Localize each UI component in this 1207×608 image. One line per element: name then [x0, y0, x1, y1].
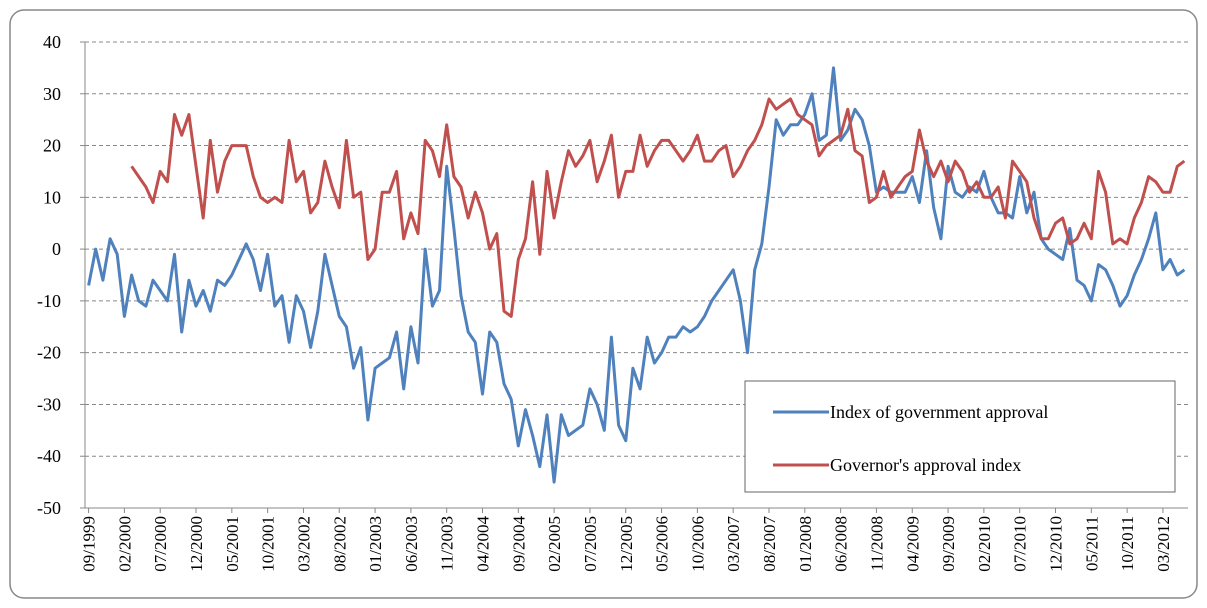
x-tick-label: 10/2011 — [1118, 516, 1137, 571]
x-tick-label: 03/2012 — [1154, 516, 1173, 572]
x-tick-label: 12/2005 — [617, 516, 636, 572]
x-tick-label: 07/2010 — [1011, 516, 1030, 572]
x-tick-label: 09/1999 — [80, 516, 99, 572]
x-tick-label: 07/2005 — [581, 516, 600, 572]
x-tick-label: 02/2000 — [115, 516, 134, 572]
x-tick-label: 03/2007 — [724, 516, 743, 572]
y-tick-label: 40 — [43, 32, 61, 52]
y-tick-label: -20 — [37, 343, 61, 363]
x-tick-label: 04/2009 — [903, 516, 922, 572]
x-tick-label: 08/2007 — [760, 516, 779, 572]
x-tick-label: 06/2008 — [832, 516, 851, 572]
x-tick-label: 05/2011 — [1082, 516, 1101, 571]
legend-box — [744, 380, 1176, 493]
y-tick-label: -50 — [37, 498, 61, 518]
x-tick-label: 10/2006 — [688, 516, 707, 572]
x-tick-label: 11/2008 — [867, 516, 886, 571]
x-tick-label: 09/2009 — [939, 516, 958, 572]
y-tick-label: 10 — [43, 187, 61, 207]
series-line — [87, 66, 1186, 484]
series-line — [130, 97, 1186, 318]
x-tick-label: 08/2002 — [330, 516, 349, 572]
legend-label: Index of government approval — [830, 402, 1048, 422]
x-tick-label: 10/2001 — [259, 516, 278, 572]
x-tick-label: 01/2008 — [796, 516, 815, 572]
x-tick-label: 12/2000 — [187, 516, 206, 572]
legend: Index of government approval Governor's a… — [744, 380, 1176, 493]
x-tick-label: 11/2003 — [438, 516, 457, 571]
x-tick-label: 06/2003 — [402, 516, 421, 572]
y-tick-label: -30 — [37, 394, 61, 414]
y-tick-label: 20 — [43, 136, 61, 156]
y-tick-label: -10 — [37, 291, 61, 311]
x-tick-label: 01/2003 — [366, 516, 385, 572]
x-tick-label: 05/2006 — [653, 516, 672, 572]
x-tick-label: 04/2004 — [474, 516, 493, 572]
x-tick-label: 05/2001 — [223, 516, 242, 572]
y-tick-label: -40 — [37, 446, 61, 466]
x-tick-label: 03/2002 — [294, 516, 313, 572]
legend-label: Governor's approval index — [830, 455, 1021, 475]
x-tick-label: 12/2010 — [1046, 516, 1065, 572]
x-tick-label: 09/2004 — [509, 516, 528, 572]
x-tick-label: 07/2000 — [151, 516, 170, 572]
chart-frame — [9, 9, 1198, 599]
y-tick-label: 30 — [43, 84, 61, 104]
y-tick-label: 0 — [52, 239, 61, 259]
x-tick-label: 02/2005 — [545, 516, 564, 572]
x-tick-label: 02/2010 — [975, 516, 994, 572]
